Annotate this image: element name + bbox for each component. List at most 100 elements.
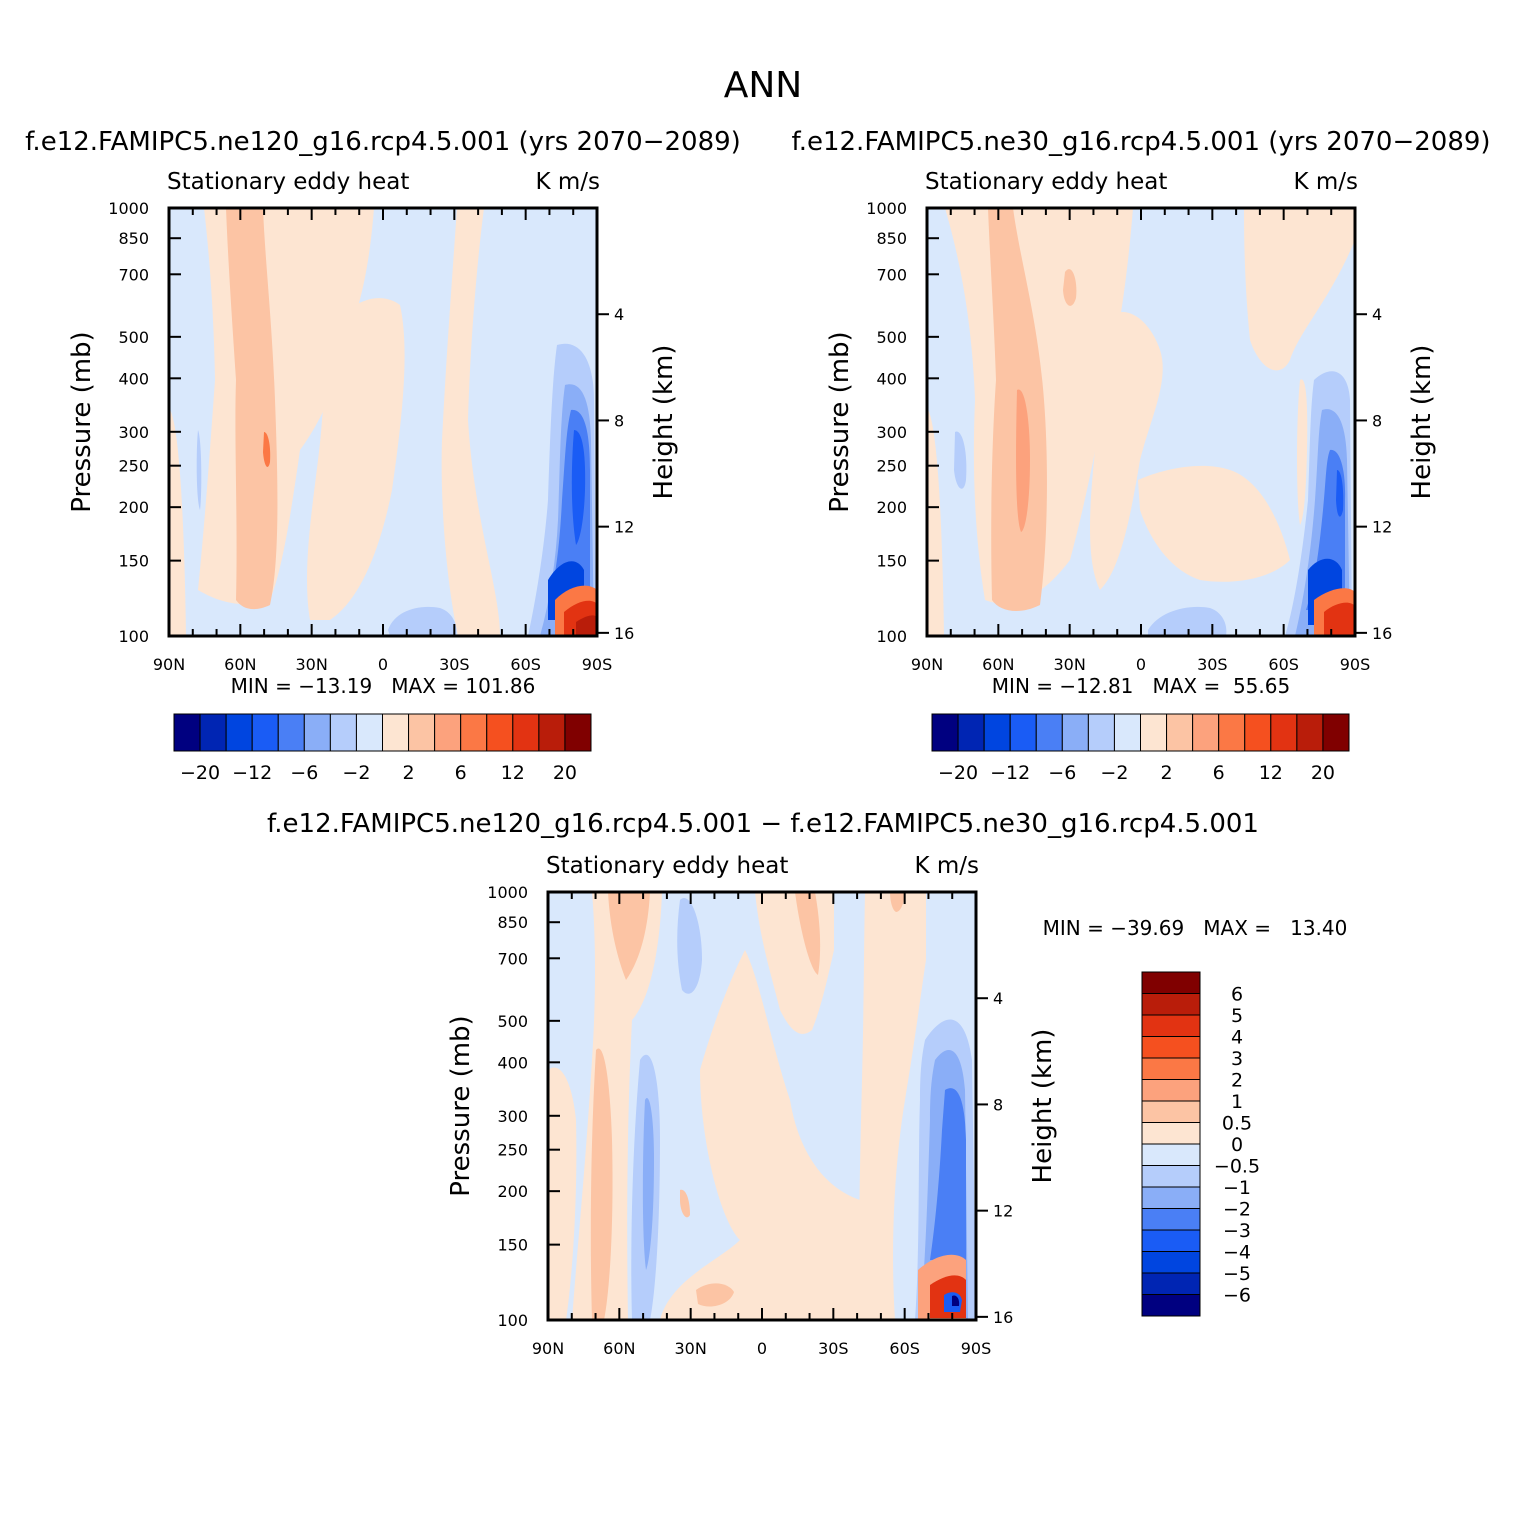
colorbar-label: 1: [1231, 1091, 1243, 1113]
panel-title: f.e12.FAMIPC5.ne30_g16.rcp4.5.001 (yrs 2…: [791, 127, 1490, 157]
y-axis-label: Pressure (mb): [67, 331, 97, 512]
colorbar-swatch: [1296, 713, 1324, 752]
height-tick-label: 4: [993, 989, 1003, 1008]
colorbar-swatch: [1141, 1057, 1201, 1080]
x-tick-label: 30S: [1197, 655, 1228, 674]
y-tick-label: 100: [497, 1311, 528, 1330]
colorbar-swatch: [355, 713, 383, 752]
height-tick-label: 8: [993, 1095, 1003, 1114]
colorbar-swatch: [1166, 713, 1194, 752]
x-tick-label: 90S: [961, 1339, 992, 1358]
x-tick-label: 30S: [439, 655, 470, 674]
x-tick-label: 0: [378, 655, 388, 674]
colorbar-swatch: [382, 713, 410, 752]
colorbar-label: −20: [938, 762, 978, 784]
colorbar-swatch: [303, 713, 331, 752]
colorbar-label: 12: [501, 762, 525, 784]
panel-subtitle-right: K m/s: [535, 169, 600, 195]
y-tick-label: 150: [876, 552, 907, 571]
x-tick-label: 60N: [224, 655, 256, 674]
height-tick-label: 4: [1372, 305, 1382, 324]
y-tick-label: 150: [118, 552, 149, 571]
colorbar-label: 6: [1231, 984, 1243, 1006]
y-tick-label: 400: [118, 369, 149, 388]
x-tick-label: 90S: [582, 655, 613, 674]
colorbar-swatch: [1141, 1251, 1201, 1274]
panel-subtitle-right: K m/s: [914, 853, 979, 879]
colorbar-swatch: [983, 713, 1011, 752]
x-tick-label: 90N: [532, 1339, 564, 1358]
colorbar-label: −0.5: [1214, 1156, 1260, 1178]
colorbar-label: −1: [1223, 1177, 1251, 1199]
colorbar-swatch: [1061, 713, 1089, 752]
y-tick-label: 500: [118, 328, 149, 347]
x-tick-label: 90N: [153, 655, 185, 674]
colorbar-label: 6: [1213, 762, 1225, 784]
colorbar-swatch: [957, 713, 985, 752]
colorbar-swatch: [277, 713, 305, 752]
panel-subtitle-right: K m/s: [1293, 169, 1358, 195]
y-axis-right-label: Height (km): [1407, 345, 1437, 500]
colorbar-swatch: [1141, 1100, 1201, 1123]
colorbar-label: −12: [990, 762, 1030, 784]
colorbar-swatch: [1141, 1165, 1201, 1188]
colorbar-swatch: [173, 713, 201, 752]
min-max-label: MIN = −13.19 MAX = 101.86: [231, 674, 536, 698]
contour-field: [548, 892, 976, 1320]
colorbar-label: 2: [403, 762, 415, 784]
x-tick-label: 60S: [1268, 655, 1299, 674]
contour-field: [169, 208, 597, 636]
colorbar-label: 3: [1231, 1048, 1243, 1070]
colorbar-swatch: [460, 713, 488, 752]
colorbar-swatch: [1141, 971, 1201, 994]
y-tick-label: 300: [118, 423, 149, 442]
height-tick-label: 12: [993, 1202, 1013, 1221]
y-tick-label: 100: [876, 627, 907, 646]
y-tick-label: 300: [497, 1107, 528, 1126]
y-tick-label: 850: [876, 229, 907, 248]
colorbar-swatch: [1322, 713, 1350, 752]
x-tick-label: 60S: [510, 655, 541, 674]
y-tick-label: 200: [497, 1182, 528, 1201]
height-tick-label: 8: [614, 411, 624, 430]
x-tick-label: 60N: [982, 655, 1014, 674]
panel-ne30: f.e12.FAMIPC5.ne30_g16.rcp4.5.001 (yrs 2…: [791, 127, 1490, 784]
x-tick-label: 90S: [1340, 655, 1371, 674]
colorbar-swatch: [1113, 713, 1141, 752]
colorbar-swatch: [1141, 1208, 1201, 1231]
colorbar-swatch: [1141, 1294, 1201, 1317]
x-tick-label: 60N: [603, 1339, 635, 1358]
y-tick-label: 500: [497, 1012, 528, 1031]
colorbar-swatch: [1141, 1143, 1201, 1166]
colorbar: −20 −12 −6 −2 2 6 12 20: [931, 713, 1350, 784]
y-tick-label: 250: [497, 1141, 528, 1160]
height-tick-label: 4: [614, 305, 624, 324]
colorbar-label: 0: [1231, 1134, 1243, 1156]
y-tick-label: 400: [497, 1053, 528, 1072]
colorbar-swatch: [1087, 713, 1115, 752]
colorbar-swatch: [486, 713, 514, 752]
x-tick-label: 90N: [911, 655, 943, 674]
colorbar-label: 20: [553, 762, 577, 784]
colorbar-swatch: [1244, 713, 1272, 752]
colorbar-swatch: [1141, 1036, 1201, 1059]
colorbar-label: 0.5: [1222, 1113, 1252, 1135]
colorbar-swatch: [1035, 713, 1063, 752]
colorbar-label: −6: [1048, 762, 1076, 784]
height-tick-label: 12: [1372, 518, 1392, 537]
axes: 100 150 200 250 300 400 500 700 850 1000 16 12 8 4 90N…: [108, 199, 634, 674]
height-tick-label: 8: [1372, 411, 1382, 430]
y-axis-label: Pressure (mb): [825, 331, 855, 512]
x-tick-label: 30N: [675, 1339, 707, 1358]
colorbar-swatch: [251, 713, 279, 752]
colorbar-label: −2: [1223, 1199, 1251, 1221]
colorbar-swatch: [434, 713, 462, 752]
colorbar-swatch: [538, 713, 566, 752]
colorbar-label: −2: [1100, 762, 1128, 784]
y-tick-label: 200: [118, 498, 149, 517]
panel-subtitle-left: Stationary eddy heat: [167, 169, 409, 195]
y-tick-label: 500: [876, 328, 907, 347]
panel-title: f.e12.FAMIPC5.ne120_g16.rcp4.5.001 − f.e…: [267, 809, 1259, 839]
colorbar-label: −4: [1223, 1242, 1251, 1264]
